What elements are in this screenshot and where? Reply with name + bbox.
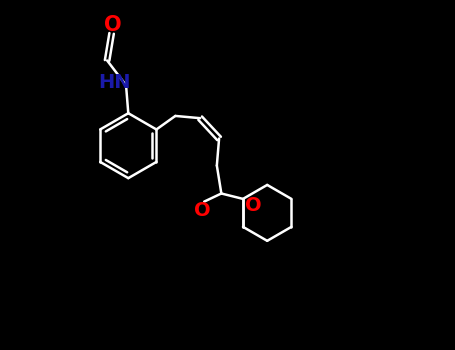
Text: O: O <box>245 196 261 215</box>
Text: O: O <box>104 15 121 35</box>
Text: O: O <box>194 201 210 220</box>
Text: HN: HN <box>99 72 131 92</box>
